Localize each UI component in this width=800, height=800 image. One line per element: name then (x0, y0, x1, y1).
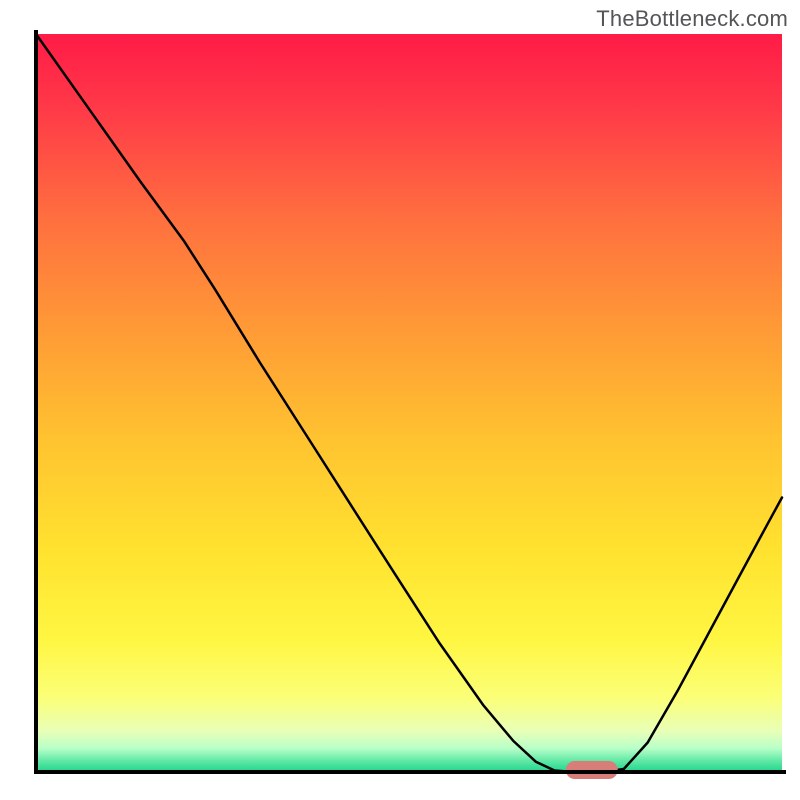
chart-svg (0, 0, 800, 800)
heatmap-background (36, 34, 782, 772)
bottleneck-chart (0, 0, 800, 800)
watermark-text: TheBottleneck.com (596, 6, 788, 32)
